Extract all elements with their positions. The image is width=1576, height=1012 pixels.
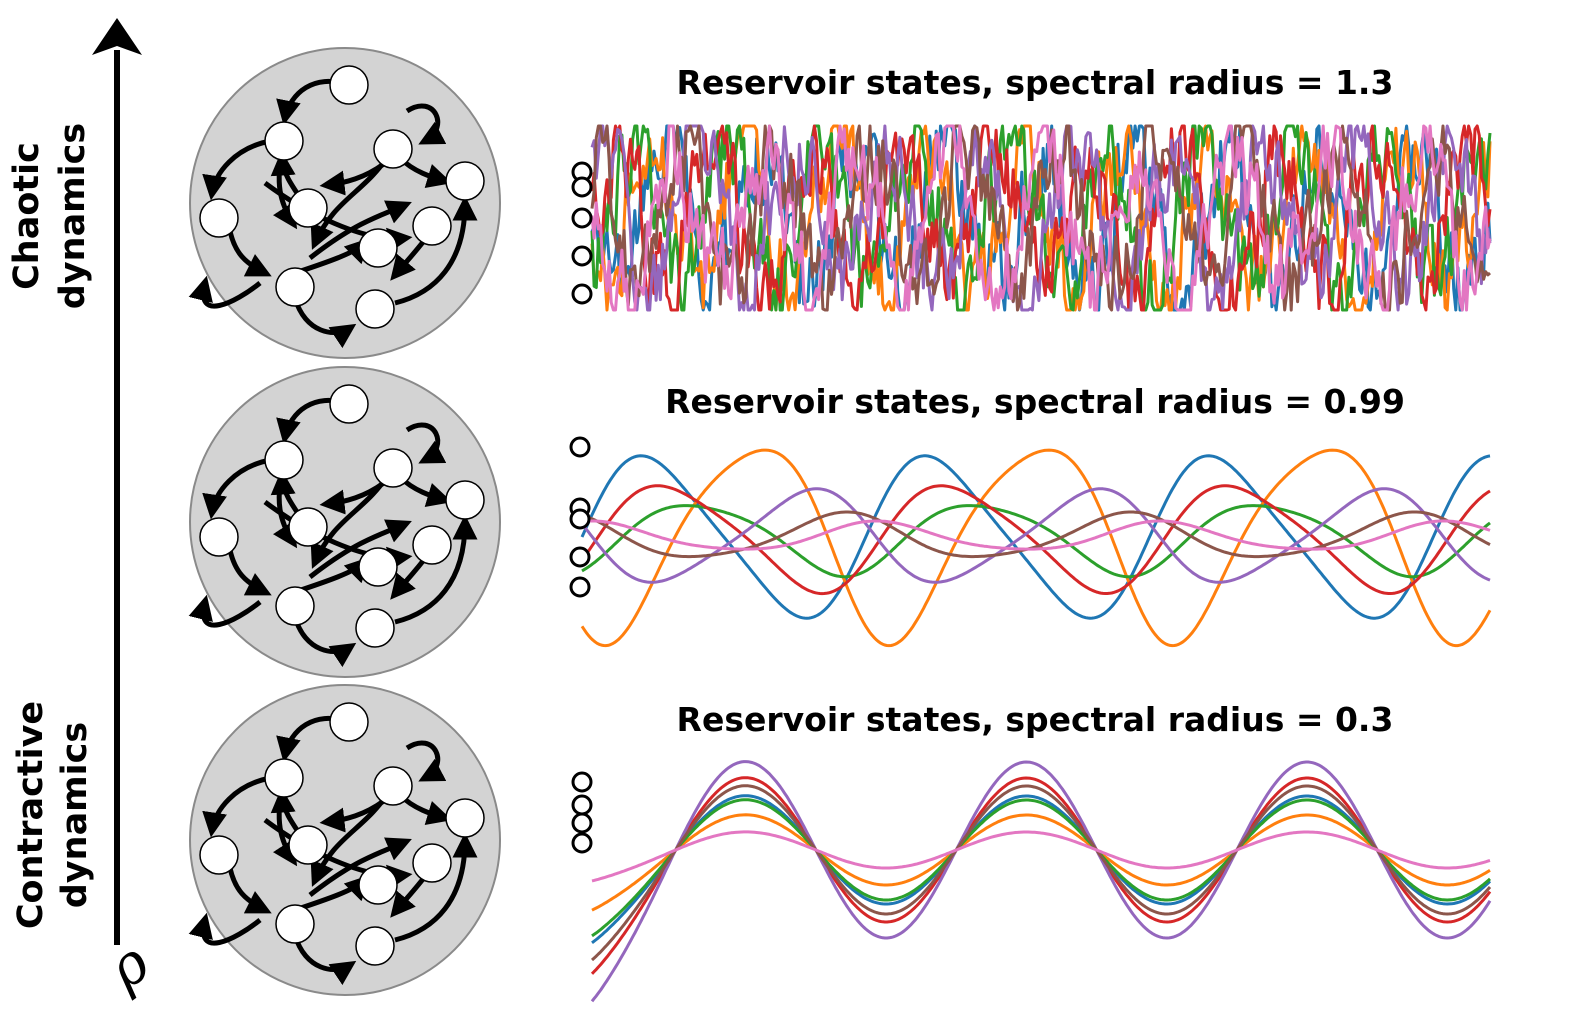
trace-contractive: [590, 760, 1492, 1003]
start-marker: [569, 508, 591, 530]
start-marker: [571, 832, 593, 854]
chaotic-label-line2: dynamics: [53, 123, 93, 309]
start-marker: [571, 207, 593, 229]
start-marker: [569, 576, 591, 598]
trace-contractive: [590, 776, 1492, 975]
panel-title-contractive: Reservoir states, spectral radius = 0.3: [677, 700, 1394, 739]
trace-oscillatory: [580, 454, 1491, 620]
contractive-label-line2: dynamics: [55, 722, 95, 908]
trace-contractive: [591, 798, 1492, 938]
start-marker: [571, 283, 593, 305]
start-marker: [571, 245, 593, 267]
chaotic-label-line1: Chaotic: [7, 142, 47, 290]
trace-oscillatory: [581, 510, 1491, 559]
trace-oscillatory: [581, 504, 1491, 579]
trace-oscillatory: [581, 519, 1491, 551]
start-marker: [571, 812, 593, 834]
reservoir-network-bottom: [190, 685, 500, 995]
trace-contractive: [591, 830, 1491, 883]
rho-symbol: ρ: [96, 930, 161, 1003]
reservoir-states-oscillatory: [569, 436, 1492, 648]
trace-contractive: [590, 784, 1492, 962]
start-marker: [569, 546, 591, 568]
trace-contractive: [591, 794, 1492, 944]
start-marker: [571, 771, 593, 793]
trace-oscillatory: [580, 487, 1491, 584]
reservoir-network-top: [190, 48, 500, 358]
trace-oscillatory: [580, 484, 1491, 596]
start-marker: [571, 176, 593, 198]
reservoir-states-chaotic: [571, 124, 1492, 312]
trace-oscillatory: [580, 448, 1492, 648]
trace-contractive: [591, 813, 1491, 912]
trace-chaotic: [590, 124, 1492, 312]
reservoir-states-contractive: [571, 760, 1492, 1003]
rho-axis: ρ: [92, 18, 161, 1003]
up-arrow-icon: [92, 18, 142, 55]
contractive-label-line1: Contractive: [11, 701, 51, 929]
panel-title-oscillatory: Reservoir states, spectral radius = 0.99: [665, 382, 1405, 421]
panel-title-chaotic: Reservoir states, spectral radius = 1.3: [677, 63, 1394, 102]
reservoir-network-middle: [190, 367, 500, 677]
start-marker: [571, 794, 593, 816]
start-marker: [569, 436, 591, 458]
